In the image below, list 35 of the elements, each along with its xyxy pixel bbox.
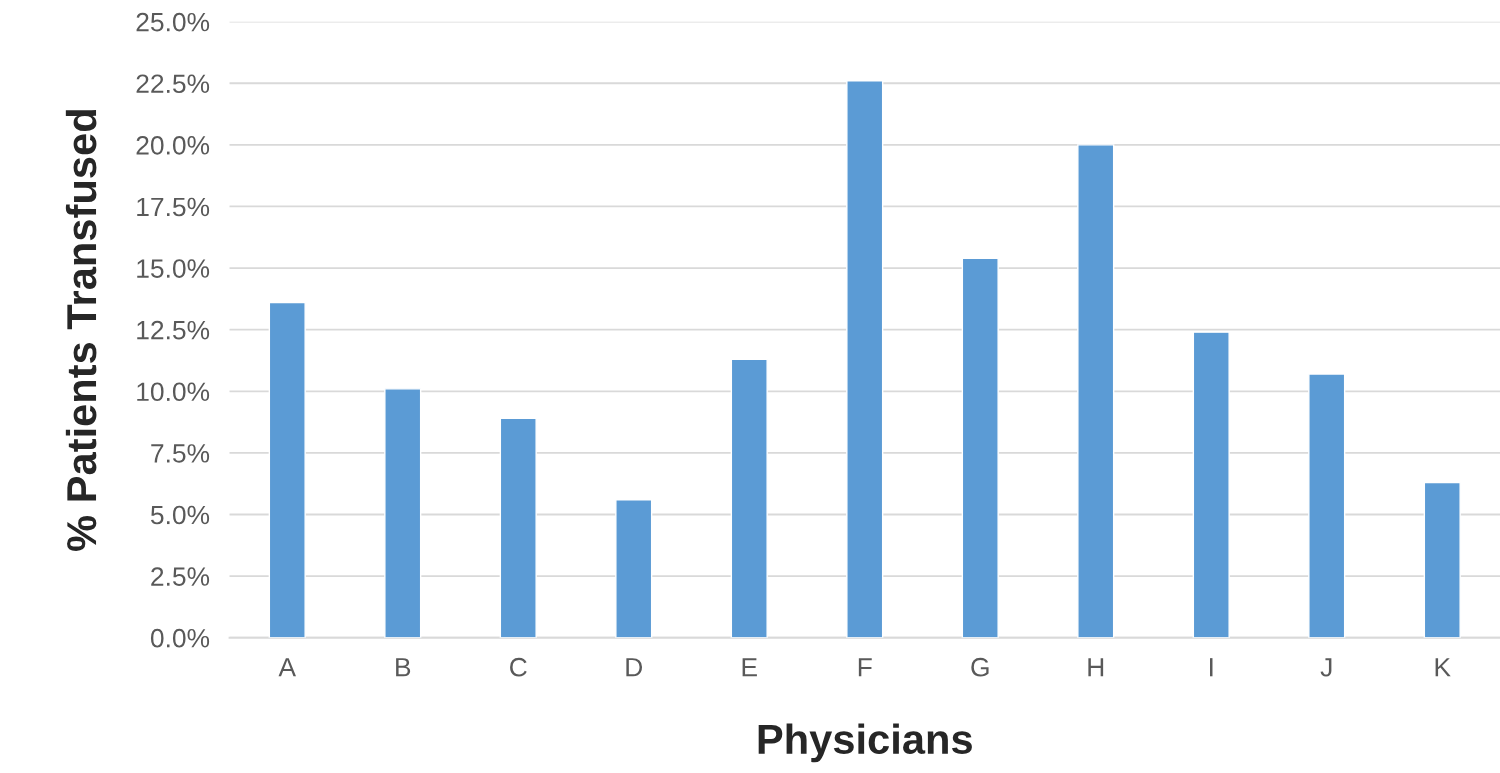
x-tick-label: I [1210, 658, 1213, 677]
x-tick-label: D [626, 658, 643, 677]
y-tick-label: 10.0% [137, 382, 210, 402]
y-axis-title: % Patients Transfused [65, 110, 97, 551]
bar [1423, 481, 1461, 638]
bar [615, 499, 653, 638]
x-tick-label: F [858, 658, 872, 677]
y-tick-label: 15.0% [137, 259, 210, 278]
x-tick-label: B [396, 658, 411, 677]
x-axis-title: Physicians [758, 723, 972, 763]
y-tick-label: 20.0% [136, 136, 210, 155]
y-tick-label: 12.5% [137, 320, 210, 340]
bar [384, 388, 422, 638]
y-tick-label: 7.5% [151, 444, 210, 463]
bar [1077, 144, 1115, 638]
bar [268, 301, 306, 638]
y-tick-label: 2.5% [151, 567, 210, 586]
x-tick-label: C [510, 657, 527, 677]
bar [961, 257, 999, 638]
bar [1192, 331, 1230, 638]
y-tick-label: 5.0% [150, 505, 210, 525]
y-tick-label: 17.5% [137, 197, 210, 217]
y-tick-label: 25.0% [136, 12, 210, 32]
bar [730, 358, 768, 638]
x-tick-label: K [1435, 658, 1451, 677]
y-tick-label: 0.0% [150, 628, 210, 648]
x-tick-label: H [1088, 658, 1104, 677]
x-tick-label: J [1320, 658, 1332, 677]
bar [846, 80, 884, 638]
y-tick-label: 22.5% [136, 74, 210, 94]
bar [499, 417, 537, 638]
bar [1308, 373, 1346, 638]
x-tick-label: E [742, 658, 757, 677]
x-tick-label: G [971, 657, 989, 677]
x-tick-label: A [278, 658, 296, 677]
